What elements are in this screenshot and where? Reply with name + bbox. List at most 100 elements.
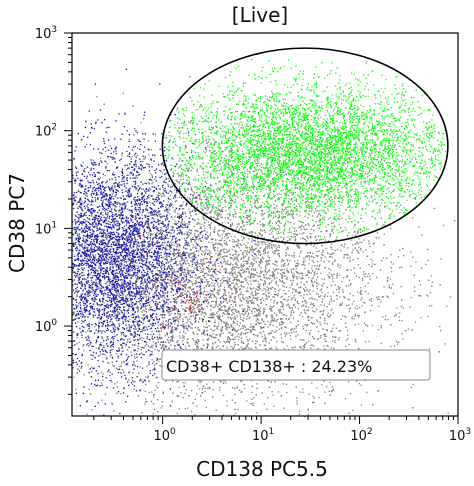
event-dot bbox=[80, 315, 82, 317]
event-dot bbox=[144, 310, 146, 312]
event-dot bbox=[215, 304, 217, 306]
event-dot bbox=[339, 215, 341, 217]
event-dot bbox=[267, 241, 269, 243]
event-dot bbox=[229, 202, 231, 204]
event-dot bbox=[185, 257, 187, 259]
event-dot bbox=[209, 254, 211, 256]
event-dot bbox=[245, 262, 248, 265]
event-dot bbox=[447, 412, 449, 414]
event-dot bbox=[204, 281, 206, 283]
event-dot bbox=[316, 299, 318, 301]
event-dot bbox=[271, 318, 273, 320]
event-dot bbox=[269, 239, 271, 241]
event-dot bbox=[304, 134, 306, 136]
event-dot bbox=[273, 250, 276, 252]
event-dot bbox=[251, 238, 253, 240]
event-dot bbox=[164, 179, 166, 182]
event-dot bbox=[241, 325, 244, 327]
event-dot bbox=[352, 249, 354, 251]
event-dot bbox=[316, 283, 318, 285]
event-dot bbox=[191, 261, 194, 263]
event-dot bbox=[430, 275, 432, 277]
event-dot bbox=[344, 254, 346, 256]
event-dot bbox=[440, 330, 442, 332]
event-dot bbox=[261, 335, 263, 338]
event-dot bbox=[208, 260, 210, 263]
event-dot bbox=[84, 242, 86, 244]
event-dot bbox=[203, 246, 206, 248]
event-dot bbox=[339, 287, 341, 289]
event-dot bbox=[241, 313, 243, 315]
event-dot bbox=[207, 299, 209, 301]
event-dot bbox=[315, 254, 317, 257]
event-dot bbox=[323, 216, 325, 218]
event-dot bbox=[234, 338, 236, 340]
event-dot bbox=[265, 290, 267, 293]
event-dot bbox=[428, 348, 431, 350]
event-dot bbox=[186, 231, 188, 233]
event-dot bbox=[133, 263, 135, 265]
event-dot bbox=[301, 339, 304, 341]
event-dot bbox=[199, 233, 201, 235]
event-dot bbox=[293, 252, 295, 254]
event-dot bbox=[262, 283, 265, 285]
event-dot bbox=[296, 282, 298, 285]
event-dot bbox=[242, 296, 244, 298]
event-dot bbox=[202, 319, 204, 321]
event-dot bbox=[308, 204, 310, 206]
event-dot bbox=[152, 345, 154, 347]
event-dot bbox=[190, 252, 192, 255]
event-dot bbox=[174, 323, 176, 325]
event-dot bbox=[217, 243, 219, 245]
event-dot bbox=[175, 278, 177, 280]
event-dot bbox=[276, 319, 278, 321]
event-dot bbox=[221, 222, 223, 224]
event-dot bbox=[204, 399, 206, 401]
event-dot bbox=[256, 383, 258, 385]
event-dot bbox=[222, 315, 224, 317]
event-dot bbox=[359, 293, 362, 295]
event-dot bbox=[247, 276, 249, 278]
event-dot bbox=[195, 281, 198, 283]
event-dot bbox=[254, 315, 257, 317]
event-dot bbox=[305, 201, 307, 203]
event-dot bbox=[197, 239, 200, 241]
event-dot bbox=[295, 331, 297, 333]
event-dot bbox=[254, 237, 257, 239]
event-dot bbox=[356, 308, 358, 310]
event-dot bbox=[156, 298, 158, 300]
event-dot bbox=[133, 309, 135, 311]
event-dot bbox=[381, 198, 383, 200]
event-dot bbox=[113, 269, 115, 272]
event-dot bbox=[187, 262, 189, 264]
event-dot bbox=[136, 273, 138, 276]
event-dot bbox=[324, 391, 326, 393]
event-dot bbox=[133, 350, 135, 352]
event-dot bbox=[231, 249, 233, 251]
event-dot bbox=[193, 297, 195, 299]
event-dot bbox=[206, 231, 208, 233]
event-dot bbox=[174, 307, 177, 309]
event-dot bbox=[82, 222, 84, 225]
event-dot bbox=[184, 392, 186, 395]
event-dot bbox=[260, 267, 262, 269]
event-dot bbox=[369, 245, 371, 248]
event-dot bbox=[243, 224, 245, 226]
event-dot bbox=[190, 240, 192, 242]
event-dot bbox=[133, 282, 136, 284]
event-dot bbox=[266, 408, 268, 410]
event-dot bbox=[228, 341, 230, 343]
event-dot bbox=[221, 237, 223, 239]
event-dot bbox=[185, 307, 187, 309]
event-dot bbox=[257, 304, 259, 306]
event-dot bbox=[151, 182, 153, 185]
event-dot bbox=[181, 259, 183, 261]
event-dot bbox=[402, 338, 404, 340]
event-dot bbox=[129, 240, 131, 242]
event-dot bbox=[274, 290, 276, 293]
event-dot bbox=[174, 301, 177, 303]
event-dot bbox=[348, 279, 351, 281]
event-dot bbox=[307, 409, 309, 411]
event-dot bbox=[219, 284, 222, 286]
event-dot bbox=[299, 221, 302, 223]
